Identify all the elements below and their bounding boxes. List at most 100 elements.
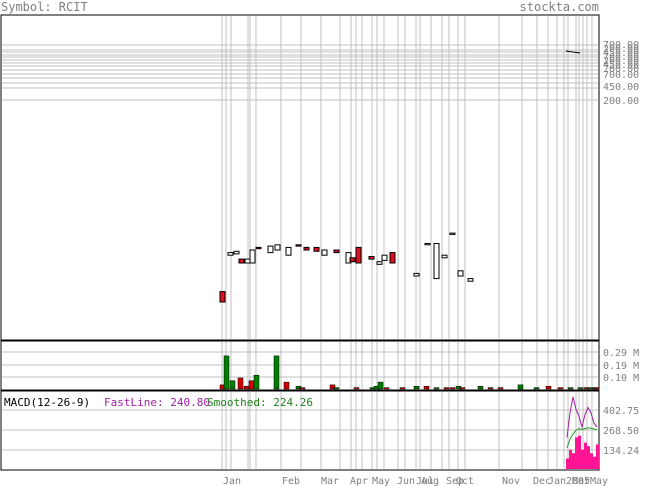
volume-bar xyxy=(243,385,250,390)
volume-y-tick-label: 0.19 M xyxy=(603,361,639,372)
x-axis-tick-label: Sep xyxy=(446,476,464,486)
price-y-ticks: 200.00450.00700.00700.00200.00450.00700.… xyxy=(603,40,639,107)
volume-bar xyxy=(567,387,574,390)
macd-hist-bar xyxy=(578,435,581,469)
macd-hist-bar xyxy=(587,446,590,469)
volume-bar xyxy=(423,385,430,390)
macd-histogram xyxy=(566,435,599,469)
volume-panel: 0.29 M 0.19 M0.10 M xyxy=(0,340,639,391)
macd-y-tick-label: 402.75 xyxy=(603,406,639,417)
volume-panel-frame xyxy=(0,340,600,391)
candle xyxy=(441,254,448,259)
volume-bar xyxy=(557,387,564,390)
volume-bar xyxy=(283,381,290,390)
x-axis-tick-label: Mar xyxy=(321,476,339,486)
candle xyxy=(303,246,310,251)
volume-bar xyxy=(477,385,484,390)
x-axis-tick-label: Feb xyxy=(282,476,300,486)
macd-y-tick-label: 268.50 xyxy=(603,426,639,437)
volume-y-tick-label: 0.10 M xyxy=(603,373,639,384)
macd-fastline-label: FastLine: 240.80 xyxy=(104,396,210,409)
macd-hist-bar xyxy=(590,453,593,469)
candle xyxy=(244,258,251,264)
candle xyxy=(238,258,245,264)
x-axis-tick-label: Apr xyxy=(350,476,368,486)
volume-bar xyxy=(399,387,406,390)
candle xyxy=(349,257,356,263)
macd-fastline xyxy=(566,396,598,438)
volume-bars xyxy=(219,355,600,390)
x-axis-tick-label: Nov xyxy=(502,476,520,486)
candles xyxy=(219,232,474,303)
volume-bar xyxy=(413,385,420,390)
volume-grid xyxy=(2,342,598,389)
price-y-tick-label: 700.00 xyxy=(603,70,639,81)
x-axis-tick-label: May xyxy=(372,476,390,486)
price-y-tick-label: 200.00 xyxy=(603,44,639,55)
volume-bar xyxy=(449,387,456,390)
volume-bar xyxy=(593,387,600,390)
candle xyxy=(321,249,328,256)
volume-bar xyxy=(443,387,450,390)
candle xyxy=(233,250,240,255)
candle xyxy=(449,232,456,235)
candle xyxy=(457,270,464,277)
volume-bar xyxy=(353,387,360,390)
candle xyxy=(274,244,281,251)
volume-bar xyxy=(517,384,524,390)
macd-hist-bar xyxy=(566,458,569,469)
symbol-label: Symbol: RCIT xyxy=(1,0,88,14)
candle xyxy=(413,272,420,277)
price-y-tick-label: 700.00 xyxy=(603,52,639,63)
site-label: stockta.com xyxy=(520,0,599,14)
x-axis-tick-label: 2005 xyxy=(566,476,590,486)
price-panel: 200.00450.00700.00700.00200.00450.00700.… xyxy=(0,14,639,341)
price-panel-frame xyxy=(0,14,600,341)
price-y-tick-label: 200.00 xyxy=(603,56,639,67)
price-y-tick-label: 700.00 xyxy=(603,40,639,51)
candle xyxy=(467,278,474,282)
volume-bar xyxy=(223,355,230,390)
candle xyxy=(227,252,234,256)
candle xyxy=(249,249,256,264)
x-axis-tick-label: Dec xyxy=(533,476,551,486)
candle xyxy=(433,243,440,280)
volume-bar xyxy=(333,387,340,390)
candle xyxy=(424,243,431,246)
macd-y-ticks: 402.75 268.50 134.24 xyxy=(603,406,639,457)
volume-bar xyxy=(377,381,384,390)
macd-y-tick-label: 134.24 xyxy=(603,446,639,457)
macd-hist-bar xyxy=(593,456,596,469)
candle xyxy=(219,291,226,303)
volume-bar xyxy=(497,387,504,390)
volume-bar xyxy=(329,384,336,390)
volume-bar xyxy=(487,387,494,390)
macd-hist-bar xyxy=(584,442,587,469)
volume-bar xyxy=(533,387,540,390)
candle xyxy=(355,246,362,264)
x-axis-tick-label: Jan xyxy=(548,476,566,486)
x-axis-tick-label: Aug xyxy=(421,476,439,486)
volume-bar xyxy=(577,387,584,390)
volume-bar xyxy=(253,374,260,390)
price-y-tick-label: 450.00 xyxy=(603,82,639,93)
x-axis-tick-label: Jul xyxy=(416,476,434,486)
price-y-tick-label: 450.00 xyxy=(603,60,639,71)
macd-hist-bar xyxy=(575,437,578,469)
macd-hist-bar xyxy=(581,449,584,469)
x-axis-tick-label: Mar xyxy=(572,476,590,486)
macd-hist-bar xyxy=(569,449,572,469)
volume-bar xyxy=(459,387,466,390)
volume-bar xyxy=(237,377,244,390)
candle xyxy=(313,246,320,252)
price-grid xyxy=(2,16,598,339)
candle xyxy=(267,245,274,254)
macd-panel: 402.75 268.50 134.24 MACD(12-26-9) FastLin… xyxy=(0,390,639,471)
price-y-tick-label: 200.00 xyxy=(603,96,639,107)
volume-bar xyxy=(273,355,280,390)
candle xyxy=(368,256,375,260)
macd-title: MACD(12-26-9) xyxy=(4,396,90,409)
x-axis-tick-label: Jan xyxy=(223,476,241,486)
